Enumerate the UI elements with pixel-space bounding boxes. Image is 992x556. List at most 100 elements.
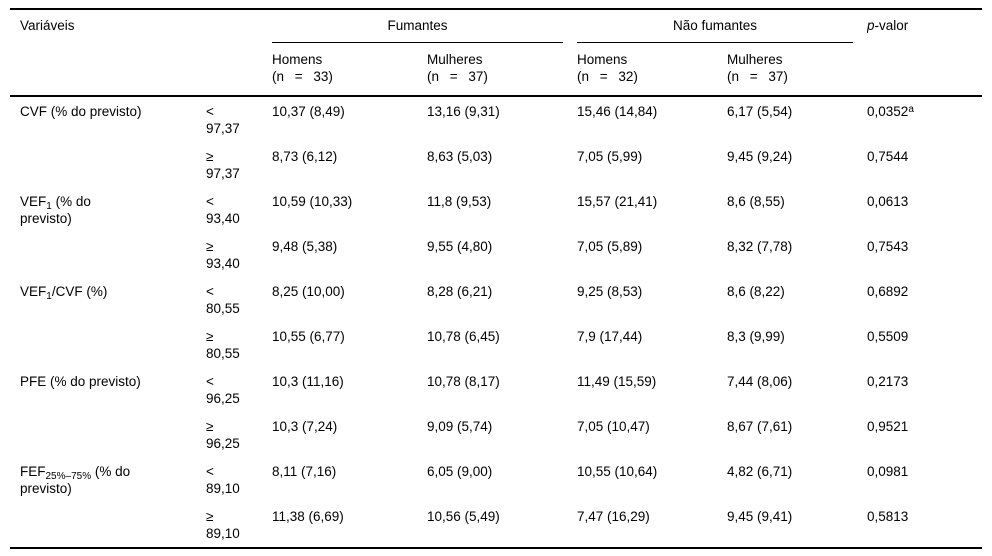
col-group-fumantes: Fumantes bbox=[272, 9, 577, 43]
threshold-cell: <89,10 bbox=[206, 457, 272, 502]
value-cell: 8,63 (5,03) bbox=[427, 149, 493, 164]
value-cell: 9,55 (4,80) bbox=[427, 239, 493, 254]
p-value-cell: 0,7544 bbox=[867, 149, 909, 164]
threshold-sign: ≥ bbox=[206, 509, 214, 524]
table-row: VEF1 (% do previsto) <93,40 10,59 (10,33) 11… bbox=[10, 187, 982, 232]
variable-name: VEF1 (% do previsto) bbox=[20, 194, 91, 226]
p-valor-rest: -valor bbox=[874, 18, 909, 33]
col-header-nao-fumantes-mulheres: Mulheres (n = 37) bbox=[727, 43, 868, 97]
threshold-sign: ≥ bbox=[206, 329, 214, 344]
value-cell: 15,57 (21,41) bbox=[577, 194, 658, 209]
value-cell: 6,17 (5,54) bbox=[727, 104, 793, 119]
footnote-marker: a bbox=[908, 104, 914, 115]
threshold-cell: ≥93,40 bbox=[206, 232, 272, 277]
table-row: FEF25%–75% (% do previsto) <89,10 8,11 (7,1… bbox=[10, 457, 982, 502]
threshold-sign: < bbox=[206, 194, 214, 209]
value-cell: 10,3 (7,24) bbox=[272, 419, 338, 434]
group-label-fumantes: Fumantes bbox=[272, 10, 563, 43]
subcol-label: Homens bbox=[272, 52, 323, 67]
value-cell: 9,09 (5,74) bbox=[427, 419, 493, 434]
threshold-cell: ≥96,25 bbox=[206, 412, 272, 457]
value-cell: 4,82 (6,71) bbox=[727, 464, 793, 479]
header-row-subcols: Homens (n = 33) Mulheres (n = 37) Homens… bbox=[10, 43, 982, 97]
subcol-n: (n = 32) bbox=[577, 69, 638, 84]
subcol-label: Mulheres bbox=[727, 52, 783, 67]
p-value-cell: 0,0981 bbox=[867, 464, 909, 479]
value-cell: 9,45 (9,41) bbox=[727, 509, 793, 524]
p-value-cell: 0,7543 bbox=[867, 239, 909, 254]
value-cell: 10,56 (5,49) bbox=[427, 509, 500, 524]
table-row: ≥96,25 10,3 (7,24) 9,09 (5,74) 7,05 (10,47)… bbox=[10, 412, 982, 457]
value-cell: 11,49 (15,59) bbox=[577, 374, 657, 389]
threshold-cell: <96,25 bbox=[206, 367, 272, 412]
table-row: ≥80,55 10,55 (6,77) 10,78 (6,45) 7,9 (17,44… bbox=[10, 322, 982, 367]
threshold-cutoff: 80,55 bbox=[206, 346, 240, 361]
value-cell: 6,05 (9,00) bbox=[427, 464, 493, 479]
value-cell: 7,05 (5,89) bbox=[577, 239, 643, 254]
value-cell: 15,46 (14,84) bbox=[577, 104, 658, 119]
spirometry-comparison-table: Variáveis Fumantes Não fumantes p-valor … bbox=[10, 8, 983, 549]
subcol-n: (n = 37) bbox=[727, 69, 788, 84]
variable-name: FEF25%–75% (% do previsto) bbox=[20, 464, 131, 496]
p-value-cell: 0,6892 bbox=[867, 284, 909, 299]
subcol-n: (n = 37) bbox=[427, 69, 488, 84]
threshold-cell: <93,40 bbox=[206, 187, 272, 232]
threshold-cutoff: 93,40 bbox=[206, 256, 240, 271]
threshold-sign: < bbox=[206, 104, 214, 119]
value-cell: 8,28 (6,21) bbox=[427, 284, 493, 299]
table-row: ≥93,40 9,48 (5,38) 9,55 (4,80) 7,05 (5,89) 8… bbox=[10, 232, 982, 277]
value-cell: 7,05 (10,47) bbox=[577, 419, 650, 434]
value-cell: 10,78 (8,17) bbox=[427, 374, 500, 389]
threshold-cell: ≥97,37 bbox=[206, 142, 272, 187]
value-cell: 8,6 (8,55) bbox=[727, 194, 785, 209]
value-cell: 10,59 (10,33) bbox=[272, 194, 353, 209]
threshold-cutoff: 97,37 bbox=[206, 121, 240, 136]
col-header-variables: Variáveis bbox=[10, 9, 206, 97]
table-row: ≥89,10 11,38 (6,69) 10,56 (5,49) 7,47 (16,2… bbox=[10, 502, 982, 548]
threshold-cell: <97,37 bbox=[206, 96, 272, 142]
value-cell: 10,3 (11,16) bbox=[272, 374, 344, 389]
p-value-cell: 0,9521 bbox=[867, 419, 909, 434]
value-cell: 9,25 (8,53) bbox=[577, 284, 643, 299]
threshold-sign: < bbox=[206, 464, 214, 479]
value-cell: 8,25 (10,00) bbox=[272, 284, 345, 299]
threshold-sign: < bbox=[206, 374, 214, 389]
threshold-cell: ≥80,55 bbox=[206, 322, 272, 367]
value-cell: 13,16 (9,31) bbox=[427, 104, 500, 119]
col-header-p-valor: p-valor bbox=[867, 9, 983, 97]
value-cell: 8,3 (9,99) bbox=[727, 329, 785, 344]
header-row-groups: Variáveis Fumantes Não fumantes p-valor bbox=[10, 9, 983, 97]
value-cell: 8,11 (7,16) bbox=[272, 464, 337, 479]
threshold-cutoff: 96,25 bbox=[206, 436, 240, 451]
col-header-threshold-spacer bbox=[206, 9, 272, 97]
value-cell: 7,9 (17,44) bbox=[577, 329, 643, 344]
value-cell: 8,73 (6,12) bbox=[272, 149, 338, 164]
p-valor-italic-p: p bbox=[867, 18, 875, 33]
subcol-n: (n = 33) bbox=[272, 69, 333, 84]
threshold-cell: <80,55 bbox=[206, 277, 272, 322]
subcol-label: Homens bbox=[577, 52, 628, 67]
threshold-cutoff: 89,10 bbox=[206, 481, 240, 496]
value-cell: 8,6 (8,22) bbox=[727, 284, 785, 299]
p-value-cell: 0,0613 bbox=[867, 194, 909, 209]
col-header-nao-fumantes-homens: Homens (n = 32) bbox=[577, 43, 727, 97]
value-cell: 7,44 (8,06) bbox=[727, 374, 793, 389]
p-value-cell: 0,5813 bbox=[867, 509, 909, 524]
table-row: CVF (% do previsto) <97,37 10,37 (8,49) 13,… bbox=[10, 96, 982, 142]
col-header-fumantes-homens: Homens (n = 33) bbox=[272, 43, 427, 97]
threshold-cutoff: 97,37 bbox=[206, 166, 240, 181]
value-cell: 11,8 (9,53) bbox=[427, 194, 492, 209]
threshold-cutoff: 96,25 bbox=[206, 391, 240, 406]
col-group-nao-fumantes: Não fumantes bbox=[577, 9, 867, 43]
group-label-nao-fumantes: Não fumantes bbox=[577, 10, 854, 43]
variable-name: PFE (% do previsto) bbox=[20, 374, 141, 389]
col-header-fumantes-mulheres: Mulheres (n = 37) bbox=[427, 43, 577, 97]
value-cell: 8,67 (7,61) bbox=[727, 419, 793, 434]
threshold-sign: ≥ bbox=[206, 419, 214, 434]
p-value-cell: 0,0352a bbox=[867, 104, 914, 119]
p-value-cell: 0,2173 bbox=[867, 374, 909, 389]
subcol-label: Mulheres bbox=[427, 52, 483, 67]
threshold-sign: < bbox=[206, 284, 214, 299]
variable-name: CVF (% do previsto) bbox=[20, 104, 142, 119]
value-cell: 9,48 (5,38) bbox=[272, 239, 338, 254]
